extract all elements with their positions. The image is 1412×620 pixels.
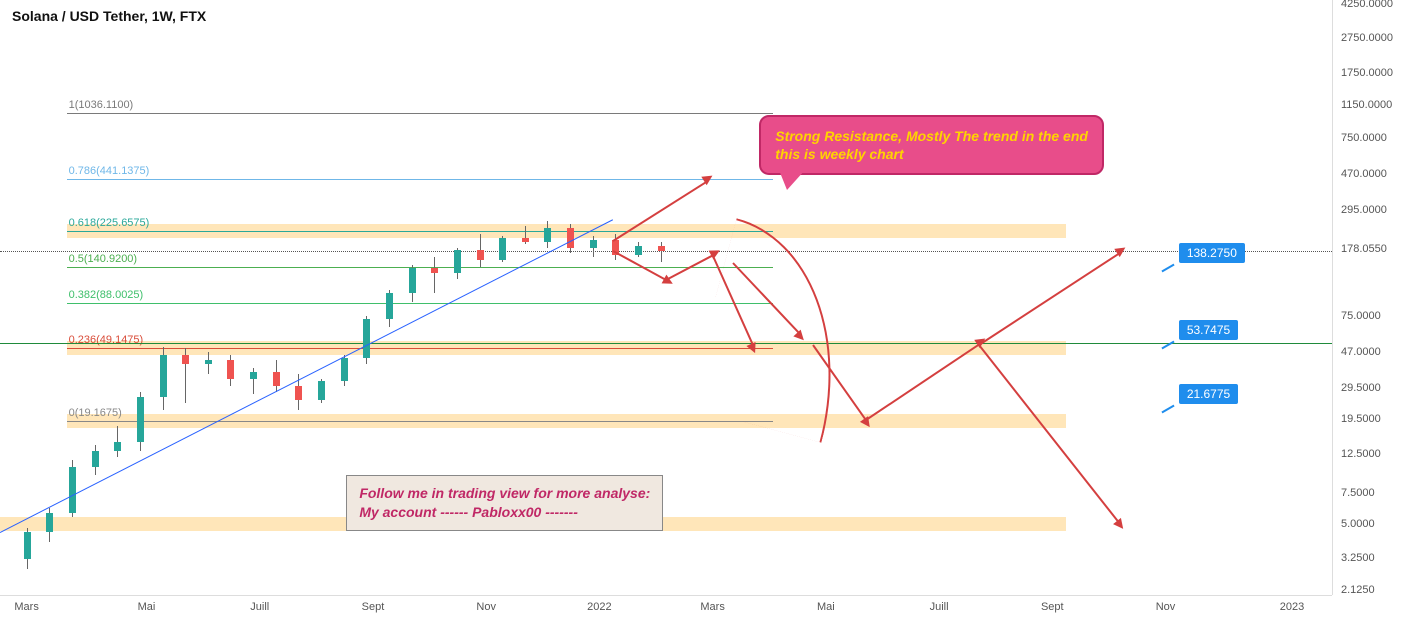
ytick: 3.2500 bbox=[1341, 552, 1375, 564]
trend-line bbox=[612, 250, 666, 281]
resistance-callout: Strong Resistance, Mostly The trend in t… bbox=[759, 115, 1104, 175]
ytick: 75.0000 bbox=[1341, 310, 1381, 322]
support-line bbox=[0, 343, 1332, 344]
fib-label: 0.382(88.0025) bbox=[67, 289, 146, 301]
trend-line bbox=[666, 255, 714, 281]
candle-body bbox=[318, 381, 325, 400]
price-target-tag: 138.2750 bbox=[1179, 243, 1245, 263]
ytick: 750.0000 bbox=[1341, 132, 1387, 144]
ytick: 29.5000 bbox=[1341, 382, 1381, 394]
xtick: Nov bbox=[1156, 601, 1176, 613]
candle-body bbox=[409, 268, 416, 294]
candle-body bbox=[658, 246, 665, 251]
candle-body bbox=[635, 246, 642, 255]
candle-body bbox=[363, 319, 370, 359]
candle-body bbox=[499, 238, 506, 260]
y-axis: 4250.0000 2750.0000 1750.0000 1150.0000 750.… bbox=[1332, 0, 1412, 595]
candle-body bbox=[205, 360, 212, 364]
candle-body bbox=[250, 372, 257, 379]
candle-body bbox=[273, 372, 280, 386]
price-target-tag: 53.7475 bbox=[1179, 320, 1238, 340]
candle-body bbox=[454, 250, 461, 273]
xtick: Juill bbox=[250, 601, 269, 613]
xtick: Mai bbox=[817, 601, 835, 613]
x-axis: Mars Mai Juill Sept Nov 2022 Mars Mai Juill Sept N… bbox=[0, 595, 1332, 620]
candle-body bbox=[386, 293, 393, 318]
candle-body bbox=[590, 240, 597, 248]
ytick: 470.0000 bbox=[1341, 168, 1387, 180]
candle-body bbox=[477, 250, 484, 259]
candle-body bbox=[24, 532, 31, 558]
xtick: Juill bbox=[930, 601, 949, 613]
ytick: 4250.0000 bbox=[1341, 0, 1393, 10]
fib-line bbox=[67, 179, 773, 180]
candle-body bbox=[295, 386, 302, 400]
xtick: Sept bbox=[1041, 601, 1064, 613]
candle-body bbox=[137, 397, 144, 442]
candle-body bbox=[227, 360, 234, 379]
fib-line bbox=[67, 421, 773, 422]
xtick: Mai bbox=[138, 601, 156, 613]
fib-line bbox=[67, 348, 773, 349]
fib-label: 0.5(140.9200) bbox=[67, 253, 140, 265]
candle-body bbox=[46, 513, 53, 533]
fib-label: 0(19.1675) bbox=[67, 407, 124, 419]
fib-line bbox=[67, 231, 773, 232]
ytick: 2750.0000 bbox=[1341, 32, 1393, 44]
fib-label: 0.618(225.6575) bbox=[67, 217, 152, 229]
candle-body bbox=[544, 228, 551, 242]
candle-wick bbox=[434, 257, 435, 293]
candle-wick bbox=[117, 426, 118, 457]
fib-line bbox=[67, 113, 773, 114]
ytick: 7.5000 bbox=[1341, 487, 1375, 499]
fib-label: 0.786(441.1375) bbox=[67, 165, 152, 177]
xtick: Mars bbox=[14, 601, 38, 613]
xtick: 2022 bbox=[587, 601, 611, 613]
trend-line bbox=[865, 344, 979, 421]
xtick: Mars bbox=[700, 601, 724, 613]
candle-body bbox=[69, 467, 76, 513]
candle-body bbox=[522, 238, 529, 242]
current-price-line bbox=[0, 251, 1332, 252]
fib-label: 0.236(49.1475) bbox=[67, 334, 146, 346]
trend-line bbox=[978, 344, 1119, 523]
follow-textbox: Follow me in trading view for more analy… bbox=[346, 475, 663, 531]
candle-body bbox=[114, 442, 121, 450]
candle-wick bbox=[661, 242, 662, 262]
price-target-tag: 21.6775 bbox=[1179, 384, 1238, 404]
ytick: 5.0000 bbox=[1341, 518, 1375, 530]
fib-label: 1(1036.1100) bbox=[67, 99, 136, 111]
ytick: 47.0000 bbox=[1341, 346, 1381, 358]
xtick: Sept bbox=[362, 601, 385, 613]
candle-body bbox=[341, 358, 348, 381]
chart-area[interactable]: USDT 1(1036.1100)0.786(441.1375)0.618(22… bbox=[0, 0, 1332, 595]
ytick: 1750.0000 bbox=[1341, 67, 1393, 79]
xtick: 2023 bbox=[1280, 601, 1304, 613]
trend-line bbox=[978, 253, 1119, 346]
fib-line bbox=[67, 267, 773, 268]
ytick: 295.0000 bbox=[1341, 204, 1387, 216]
candle-body bbox=[92, 451, 99, 467]
candle-body bbox=[160, 355, 167, 397]
fib-line bbox=[67, 303, 773, 304]
candle-body bbox=[431, 268, 438, 274]
ytick: 1150.0000 bbox=[1341, 99, 1392, 111]
ytick: 12.5000 bbox=[1341, 448, 1381, 460]
ytick: 19.5000 bbox=[1341, 413, 1381, 425]
xtick: Nov bbox=[476, 601, 496, 613]
candle-body bbox=[567, 228, 574, 249]
ytick: 2.1250 bbox=[1341, 584, 1375, 596]
callout-tail-icon bbox=[779, 170, 805, 190]
candle-body bbox=[182, 355, 189, 364]
ytick: 178.0550 bbox=[1341, 243, 1387, 255]
